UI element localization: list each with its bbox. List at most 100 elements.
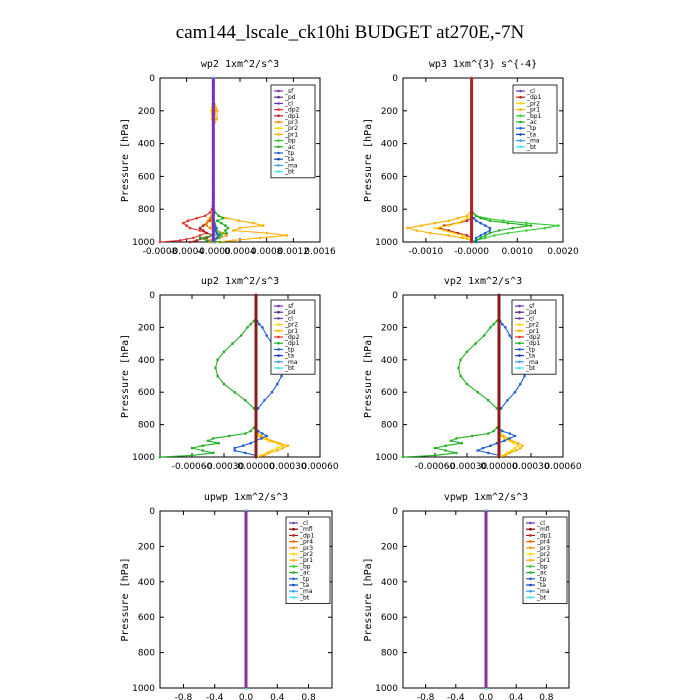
series-marker — [252, 221, 255, 225]
legend-label: _pr1 — [526, 107, 540, 114]
x-tick-label: 0.8 — [301, 693, 316, 700]
legend-label: _tp — [536, 576, 546, 583]
series-marker — [521, 444, 524, 448]
series-marker — [258, 236, 262, 240]
series-marker — [433, 454, 437, 457]
series-marker — [276, 449, 279, 452]
series-marker — [452, 231, 455, 235]
legend-marker — [519, 145, 522, 149]
series-marker — [444, 444, 448, 448]
series-marker — [487, 399, 490, 402]
series-marker — [192, 236, 195, 240]
series-marker — [510, 449, 514, 452]
plot-frame — [402, 77, 564, 243]
legend-marker — [518, 354, 521, 357]
legend: _sf_pd_cl_pr2_pr1_dp2_dp1_tp_ta_ma_bt — [511, 299, 557, 375]
y-tick-label: 400 — [381, 140, 398, 150]
series-marker — [401, 455, 405, 459]
series-marker — [457, 366, 460, 370]
series-marker — [260, 434, 263, 438]
series-marker — [516, 441, 520, 445]
series-marker — [246, 326, 249, 329]
series-marker — [433, 221, 437, 225]
legend-label: _dp1 — [525, 340, 541, 347]
legend-marker — [518, 341, 521, 345]
series-marker — [244, 399, 247, 402]
series-marker — [508, 451, 512, 455]
series-marker — [205, 221, 208, 225]
legend-marker — [518, 323, 521, 326]
legend-label: _dp1 — [284, 113, 300, 120]
subplot-1: wp3 1xm^{3} s^{-4} Pressure [hPa] 0 200 400 6… — [363, 59, 579, 257]
legend-marker — [277, 133, 280, 136]
legend-marker — [292, 540, 295, 543]
legend-label: _bp — [284, 138, 296, 145]
legend-label: _pr1 — [536, 557, 550, 564]
legend-label: _tp — [526, 125, 536, 132]
legend-label: _bt — [284, 365, 295, 372]
series-marker — [523, 374, 526, 378]
y-axis-label: Pressure [hPa] — [120, 118, 131, 202]
y-tick-label: 800 — [138, 421, 155, 431]
legend-marker — [529, 577, 532, 581]
legend-label: _cl — [525, 315, 534, 322]
plot-title: vpwp 1xm^2/s^3 — [444, 492, 528, 503]
series-marker — [519, 446, 522, 450]
y-axis-label: Pressure [hPa] — [363, 334, 374, 418]
series-line — [159, 295, 257, 458]
series-marker — [263, 399, 266, 402]
legend-marker — [518, 310, 521, 314]
legend-label: _pr2 — [299, 551, 313, 558]
series-marker — [208, 211, 212, 214]
legend-marker — [529, 583, 532, 587]
series-marker — [225, 231, 228, 235]
legend-marker — [518, 366, 521, 370]
x-tick-label: 0.00060 — [301, 462, 338, 472]
x-tick-label: 0.0016 — [304, 247, 336, 257]
legend-marker — [277, 89, 280, 93]
series-marker — [406, 226, 409, 230]
x-tick-label: -0.4 — [447, 693, 465, 700]
legend-marker — [519, 126, 522, 130]
subplot-3: vp2 1xm^2/s^3 Pressure [hPa] 0 200 400 600 800… — [363, 276, 582, 472]
x-tick-label: -0.00060 — [415, 462, 456, 472]
series-marker — [190, 454, 194, 457]
series-marker — [280, 374, 283, 378]
legend-label: _ta — [284, 353, 294, 360]
legend-marker — [529, 534, 532, 537]
legend-marker — [519, 95, 522, 99]
legend-label: _ta — [299, 582, 309, 589]
legend-marker — [277, 335, 280, 339]
series-marker — [516, 444, 520, 448]
series-marker — [529, 224, 533, 227]
plot-title: vp2 1xm^2/s^3 — [444, 276, 522, 287]
series-marker — [504, 454, 507, 457]
legend-marker — [519, 114, 522, 118]
series-marker — [465, 234, 469, 237]
series-marker — [447, 219, 451, 222]
legend: _cl_mfl_dp1_pr4_pr3_pr2_pr1_bp_ac_tp_ta_… — [522, 516, 568, 604]
series-marker — [216, 219, 219, 222]
y-tick-label: 200 — [138, 542, 155, 552]
series-marker — [158, 240, 162, 244]
x-tick-label: 0.0004 — [224, 247, 256, 257]
y-tick-label: 800 — [138, 649, 155, 659]
legend-label: _sf — [525, 303, 535, 310]
legend-label: _mfl — [299, 526, 313, 533]
legend-marker — [277, 95, 280, 99]
subplot-0: wp2 1xm^2/s^3 Pressure [hPa] 0 200 400 600 800… — [120, 59, 336, 257]
series-group — [158, 76, 289, 244]
series-marker — [482, 334, 486, 337]
legend-label: _pd — [284, 94, 296, 101]
series-marker — [217, 441, 220, 445]
series-marker — [265, 334, 269, 337]
legend-marker — [529, 540, 532, 543]
legend-marker — [277, 164, 280, 167]
x-tick-label: 0.00030 — [269, 462, 306, 472]
series-marker — [444, 449, 448, 452]
series-marker — [433, 446, 437, 450]
legend-label: _ac — [536, 570, 547, 577]
series-marker — [208, 219, 212, 222]
x-tick-label: 0.00030 — [512, 462, 549, 472]
series-marker — [474, 236, 478, 240]
